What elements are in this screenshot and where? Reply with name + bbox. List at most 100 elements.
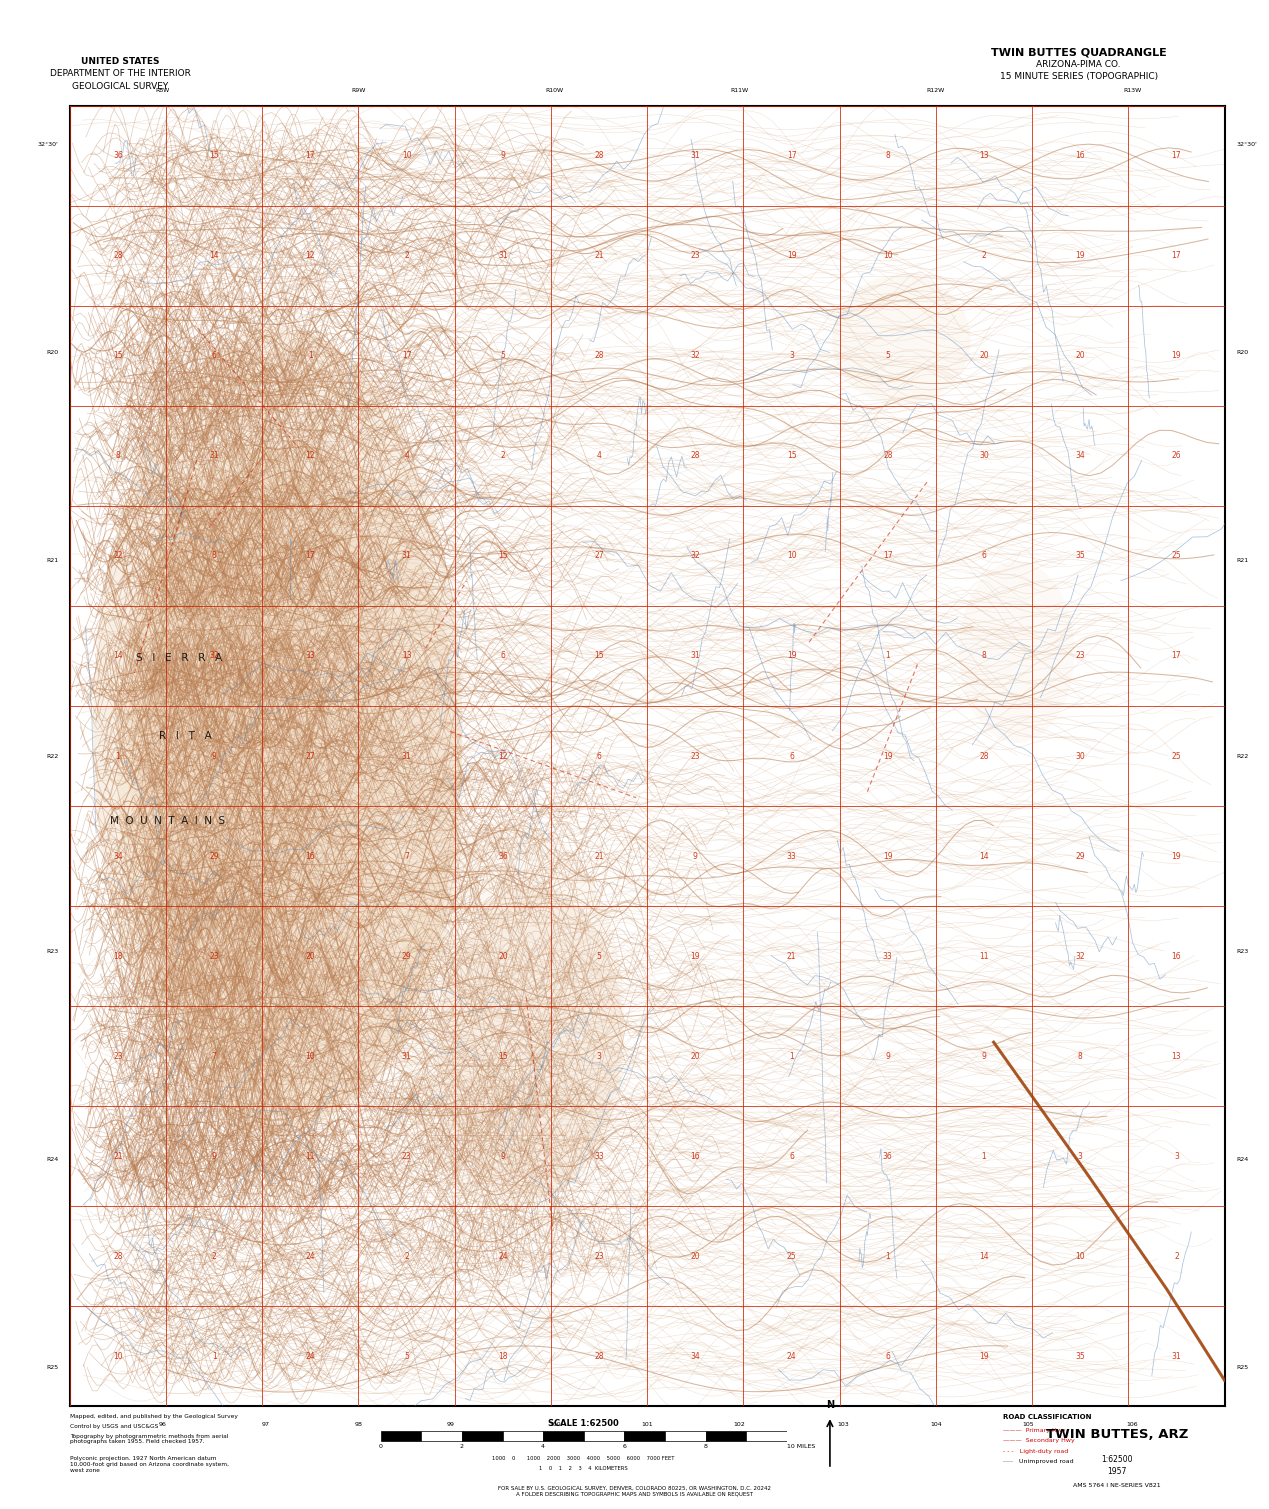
Text: ·····   Unimproved road: ····· Unimproved road (1003, 1459, 1074, 1464)
Text: TWIN BUTTES QUADRANGLE: TWIN BUTTES QUADRANGLE (991, 47, 1166, 57)
Text: 19: 19 (883, 851, 892, 860)
Ellipse shape (393, 821, 624, 1212)
Text: 10 MILES: 10 MILES (787, 1444, 815, 1449)
Text: 102: 102 (733, 1421, 745, 1428)
Text: 17: 17 (306, 551, 315, 560)
Text: 19: 19 (1075, 250, 1085, 260)
Text: 15: 15 (787, 451, 797, 460)
Text: 16: 16 (690, 1151, 700, 1160)
Text: 13: 13 (980, 151, 989, 160)
Text: 19: 19 (1171, 851, 1181, 860)
Text: 15 MINUTE SERIES (TOPOGRAPHIC): 15 MINUTE SERIES (TOPOGRAPHIC) (1000, 72, 1157, 81)
Text: 31: 31 (690, 151, 700, 160)
Text: 11: 11 (980, 952, 989, 961)
Text: ———  Primary Hwy: ——— Primary Hwy (1003, 1428, 1065, 1432)
Text: 0: 0 (378, 1444, 383, 1449)
Text: R21: R21 (1236, 558, 1249, 563)
Text: 32: 32 (690, 352, 700, 361)
Ellipse shape (439, 886, 624, 1198)
Text: 6: 6 (789, 1151, 794, 1160)
Text: 13: 13 (402, 652, 411, 661)
Text: 10: 10 (883, 250, 892, 260)
Text: 9: 9 (212, 1151, 217, 1160)
Text: 10: 10 (306, 1052, 315, 1061)
Text: R21: R21 (46, 558, 58, 563)
Text: 34: 34 (690, 1352, 700, 1361)
Text: 32: 32 (1075, 952, 1085, 961)
Text: 32: 32 (209, 652, 220, 661)
Text: 5: 5 (596, 952, 602, 961)
Text: FOR SALE BY U.S. GEOLOGICAL SURVEY, DENVER, COLORADO 80225, OR WASHINGTON, D.C. : FOR SALE BY U.S. GEOLOGICAL SURVEY, DENV… (497, 1486, 772, 1497)
Text: 99: 99 (447, 1421, 454, 1428)
Ellipse shape (93, 327, 462, 1133)
Text: 105: 105 (1023, 1421, 1034, 1428)
Text: 1957: 1957 (1107, 1467, 1127, 1476)
Text: 22: 22 (113, 551, 123, 560)
Text: 5: 5 (404, 1352, 409, 1361)
Text: 20: 20 (980, 352, 989, 361)
Bar (503, 1432, 543, 1441)
Text: 20: 20 (690, 1252, 700, 1262)
Text: 6: 6 (886, 1352, 891, 1361)
Text: R22: R22 (46, 753, 58, 759)
Text: 24: 24 (787, 1352, 797, 1361)
Text: 2: 2 (405, 1252, 409, 1262)
Text: 16: 16 (306, 851, 315, 860)
Text: 33: 33 (787, 851, 797, 860)
Text: 17: 17 (402, 352, 411, 361)
Text: 29: 29 (402, 952, 411, 961)
Text: 30: 30 (1075, 751, 1085, 761)
Text: ARIZONA-PIMA CO.: ARIZONA-PIMA CO. (1037, 60, 1121, 69)
Bar (706, 1432, 746, 1441)
Text: 4: 4 (596, 451, 602, 460)
Text: 15: 15 (497, 1052, 508, 1061)
Text: 32°30': 32°30' (1236, 142, 1258, 148)
Text: S   I   E   R   R   A: S I E R R A (136, 653, 222, 664)
Text: 4: 4 (404, 451, 409, 460)
Text: 1: 1 (115, 751, 121, 761)
Text: 7: 7 (404, 851, 409, 860)
Text: 31: 31 (209, 451, 220, 460)
Text: 23: 23 (1075, 652, 1085, 661)
Text: 16: 16 (1075, 151, 1085, 160)
Text: 10: 10 (787, 551, 797, 560)
Text: 20: 20 (690, 1052, 700, 1061)
Text: 21: 21 (787, 952, 796, 961)
Text: R12W: R12W (926, 88, 945, 92)
Text: 2: 2 (212, 1252, 217, 1262)
Text: 27: 27 (594, 551, 604, 560)
Text: R25: R25 (1236, 1364, 1249, 1370)
Text: R25: R25 (46, 1364, 58, 1370)
Text: 28: 28 (594, 1352, 604, 1361)
Text: 31: 31 (497, 250, 508, 260)
Ellipse shape (115, 444, 393, 1068)
Text: Topography by photogrammetric methods from aerial
photographs taken 1955. Field : Topography by photogrammetric methods fr… (70, 1434, 228, 1444)
Text: 19: 19 (787, 652, 797, 661)
Text: 1: 1 (886, 652, 890, 661)
Text: 6: 6 (500, 652, 505, 661)
Text: 8: 8 (1077, 1052, 1082, 1061)
Text: 19: 19 (1171, 352, 1181, 361)
Text: 9: 9 (500, 151, 505, 160)
Text: 1: 1 (982, 1151, 986, 1160)
Text: 12: 12 (306, 451, 315, 460)
Text: 31: 31 (402, 751, 411, 761)
Text: 7: 7 (212, 1052, 217, 1061)
Ellipse shape (959, 561, 1075, 742)
Text: 34: 34 (113, 851, 123, 860)
Text: 31: 31 (690, 652, 700, 661)
Text: 9: 9 (500, 1151, 505, 1160)
Text: R10W: R10W (546, 88, 563, 92)
Text: 17: 17 (883, 551, 892, 560)
Text: ———  Secondary Hwy: ——— Secondary Hwy (1003, 1438, 1075, 1443)
Text: 33: 33 (883, 952, 892, 961)
Text: 24: 24 (497, 1252, 508, 1262)
Text: 1: 1 (308, 352, 312, 361)
Text: 4: 4 (541, 1444, 546, 1449)
Ellipse shape (832, 275, 971, 404)
Text: 21: 21 (594, 851, 604, 860)
Text: 20: 20 (1075, 352, 1085, 361)
Text: UNITED STATES: UNITED STATES (81, 57, 160, 66)
Bar (462, 1432, 503, 1441)
Text: 27: 27 (306, 751, 315, 761)
